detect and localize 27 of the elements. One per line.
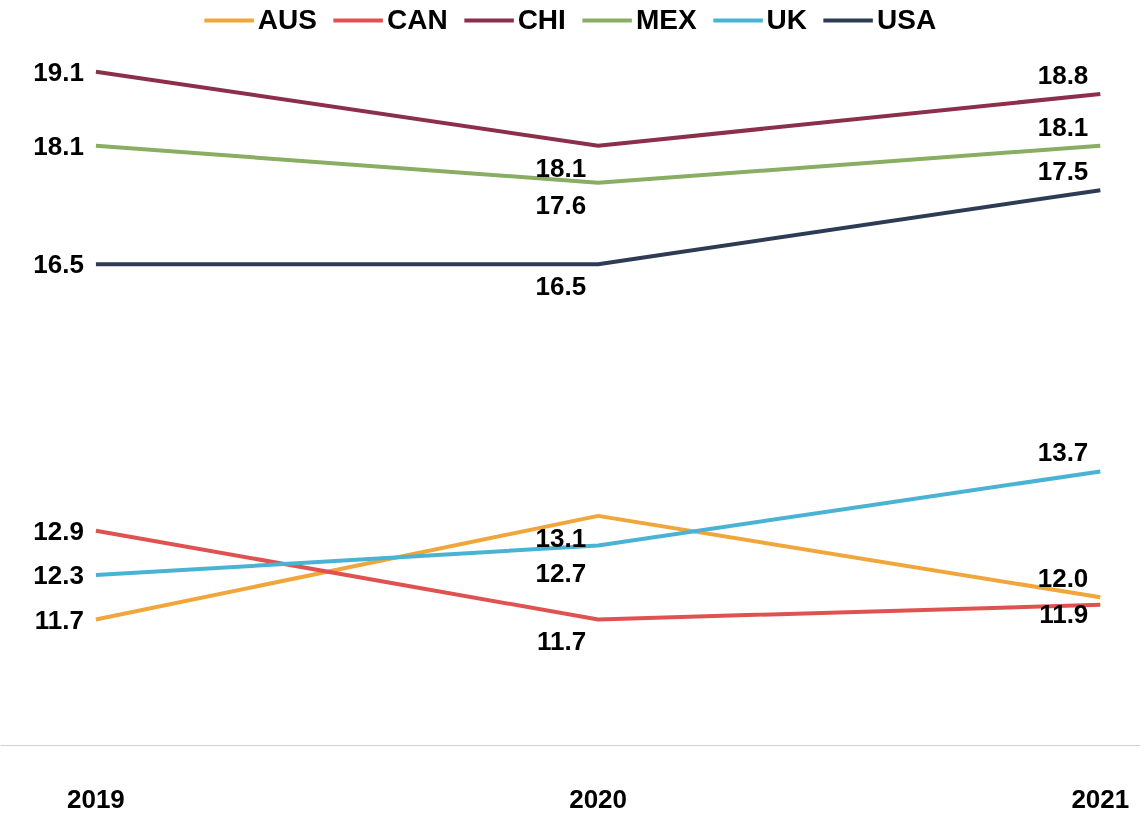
data-label: 11.9 bbox=[1039, 598, 1089, 629]
data-label: 16.5 bbox=[33, 249, 84, 280]
data-label: 17.5 bbox=[1037, 155, 1089, 186]
x-tick-label: 2020 bbox=[569, 783, 628, 814]
data-label: 18.8 bbox=[1037, 59, 1089, 90]
data-label: 13.7 bbox=[1037, 437, 1089, 468]
data-label: 12.7 bbox=[535, 558, 587, 589]
data-label: 18.1 bbox=[33, 130, 84, 161]
data-label: 12.9 bbox=[33, 515, 84, 546]
data-label: 16.5 bbox=[535, 271, 587, 302]
data-label: 18.1 bbox=[1037, 111, 1089, 142]
legend-label: USA bbox=[877, 4, 937, 36]
data-label: 11.7 bbox=[536, 626, 587, 657]
legend-label: UK bbox=[766, 4, 808, 36]
data-label: 12.0 bbox=[1037, 563, 1089, 594]
data-label: 11.7 bbox=[34, 604, 84, 635]
data-label: 12.3 bbox=[33, 560, 84, 591]
x-tick-label: 2021 bbox=[1071, 783, 1130, 814]
legend-label: AUS bbox=[257, 4, 317, 36]
legend-label: MEX bbox=[635, 4, 697, 36]
data-label: 17.6 bbox=[535, 189, 587, 220]
legend-label: CAN bbox=[386, 4, 448, 36]
legend-label: CHI bbox=[517, 4, 566, 36]
data-label: 18.1 bbox=[535, 152, 587, 183]
data-label: 13.1 bbox=[535, 522, 587, 553]
x-tick-label: 2019 bbox=[67, 783, 125, 814]
data-label: 19.1 bbox=[33, 56, 84, 87]
